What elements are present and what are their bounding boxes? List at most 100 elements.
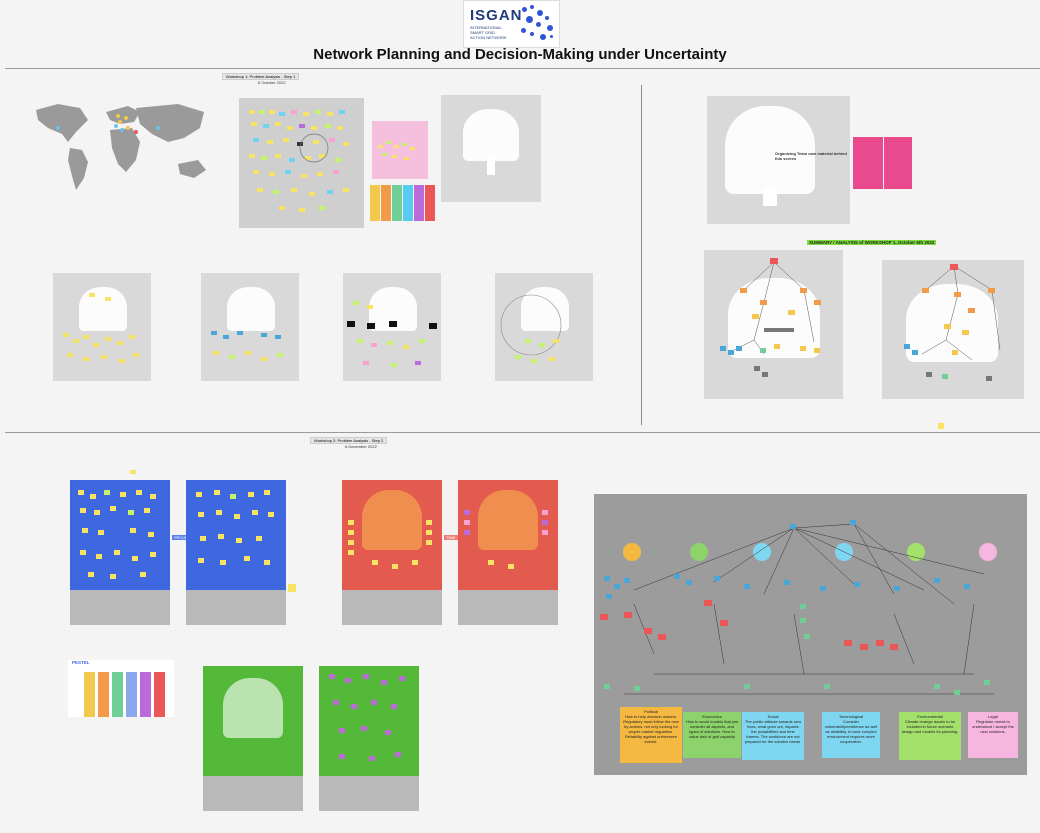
analysis-box-title: Economics — [702, 714, 722, 719]
logo-dot — [536, 22, 541, 27]
red-tag: TIME — [444, 535, 458, 540]
divider-top — [5, 68, 1040, 69]
red-board-2[interactable] — [458, 480, 558, 590]
tree-board-4-stickies — [500, 294, 562, 363]
logo-dot — [530, 32, 534, 36]
pestel-col-t — [403, 185, 413, 221]
pestel-card-col-l — [154, 672, 165, 717]
summary-board-1[interactable] — [704, 250, 843, 399]
pink-note-board[interactable] — [372, 121, 428, 179]
circle-social — [753, 543, 771, 561]
pestel-card-title: PESTEL — [72, 660, 90, 665]
pestel-col-l — [425, 185, 435, 221]
analysis-box-text: The public attitude towards new lines, w… — [744, 719, 802, 744]
pestel-card-col-s — [112, 672, 123, 717]
green-board-1-footer — [203, 776, 303, 811]
tree-trunk — [487, 155, 495, 175]
red-board-1-footer — [342, 590, 442, 625]
analysis-board[interactable]: Political How to help decision makers. R… — [594, 494, 1027, 775]
green-board-2-stickies — [329, 674, 405, 761]
pestel-col-s — [392, 185, 402, 221]
tree-shape — [223, 678, 283, 738]
magenta-note-2[interactable] — [884, 137, 912, 189]
workshop1-date: 6 October 2022 — [258, 80, 286, 85]
green-board-1[interactable] — [203, 666, 303, 776]
pestel-strip-w1[interactable] — [370, 185, 436, 221]
tree-shape — [725, 106, 815, 194]
circle-economic — [690, 543, 708, 561]
logo-dot — [530, 5, 534, 9]
summary-board-2[interactable] — [882, 260, 1024, 399]
pestel-card-col-e2 — [140, 672, 151, 717]
pestel-card-col-e — [98, 672, 109, 717]
loose-note[interactable] — [938, 423, 944, 429]
pestel-card[interactable]: PESTEL — [68, 660, 174, 717]
analysis-box-social[interactable]: Social The public attitude towards new l… — [742, 712, 804, 760]
analysis-box-text: How to avoid models that just consider a… — [685, 719, 739, 739]
analysis-box-technological[interactable]: Technological Consider vulnerability/res… — [822, 712, 880, 758]
logo-dot — [526, 16, 533, 23]
tree-board-1[interactable] — [53, 273, 151, 381]
tree-shape — [227, 287, 275, 331]
pink-note-stickies — [378, 141, 415, 160]
analysis-box-political[interactable]: Political How to help decision makers. R… — [620, 707, 682, 763]
green-board-2-footer — [319, 776, 419, 811]
blue-board-1-footer — [70, 590, 170, 625]
analysis-box-title: Social — [767, 714, 779, 719]
workshop1-title: Workshop 1: Problem Analysis - Step 1 — [222, 73, 300, 80]
logo-dot — [547, 25, 553, 31]
analysis-box-legal[interactable]: Legal Regulator needs to understand / ac… — [968, 712, 1018, 758]
circle-political — [623, 543, 641, 561]
analysis-network — [600, 520, 994, 695]
tree-board-3[interactable] — [343, 273, 441, 381]
red-board-2-stickies — [464, 510, 548, 569]
tree-trunk — [763, 188, 777, 206]
loose-note[interactable] — [288, 584, 296, 592]
logo-dot — [537, 10, 543, 16]
organizing-board[interactable]: Organizing Team own material behind this… — [707, 96, 850, 224]
logo-dot — [521, 28, 526, 33]
red-board-1[interactable] — [342, 480, 442, 590]
analysis-box-text: Consider vulnerability/resilience as wel… — [824, 719, 878, 744]
analysis-box-title: Technological — [838, 714, 864, 719]
divider-middle — [5, 432, 1040, 433]
analysis-box-title: Environmental — [917, 714, 943, 719]
blue-board-2[interactable] — [186, 480, 286, 590]
analysis-box-economics[interactable]: Economics How to avoid models that just … — [683, 712, 741, 758]
blue-board-1[interactable] — [70, 480, 170, 590]
tree-board-2-stickies — [211, 331, 283, 361]
tree-board-1-stickies — [63, 293, 139, 363]
workshop1-collage-board[interactable] — [239, 98, 364, 228]
blue-board-2-footer — [186, 590, 286, 625]
green-board-2[interactable] — [319, 666, 419, 776]
pestel-card-col-p — [84, 672, 95, 717]
tree-board-4[interactable] — [495, 273, 593, 381]
tree-board-2[interactable] — [201, 273, 299, 381]
pestel-col-e2 — [414, 185, 424, 221]
pestel-card-col-t — [126, 672, 137, 717]
analysis-box-environmental[interactable]: Environmental Climate change issues to b… — [899, 712, 961, 760]
circle-legal — [979, 543, 997, 561]
loose-note[interactable] — [130, 470, 136, 474]
collage-stickies — [249, 110, 349, 212]
tree-shape — [463, 109, 519, 161]
blue-board-2-stickies — [196, 490, 274, 565]
analysis-box-text: How to help decision makers. Regulatory … — [623, 714, 679, 744]
analysis-box-title: Legal — [988, 714, 998, 719]
magenta-note[interactable] — [853, 137, 883, 189]
logo-dot — [522, 7, 527, 12]
isgan-logo: ISGAN INTERNATIONAL SMART GRID ACTION NE… — [463, 0, 560, 48]
blue-tag: PROJECT — [172, 535, 195, 540]
world-map[interactable] — [28, 98, 214, 200]
analysis-box-text: Regulator needs to understand / accept t… — [972, 719, 1014, 734]
analysis-box-title: Political — [644, 709, 658, 714]
logo-dot — [540, 34, 546, 40]
summary-title: SUMMARY / ANALYSIS of WORKSHOP 1, Octobe… — [807, 240, 937, 245]
tree-board-top[interactable] — [441, 95, 541, 202]
workshop2-date: 6 December 2022 — [345, 444, 377, 449]
workshop2-title: Workshop 2: Problem Analysis - Step 2 — [310, 437, 388, 444]
logo-dot — [545, 16, 549, 20]
pestel-col-p — [370, 185, 380, 221]
divider-vertical — [641, 85, 642, 425]
tree-shape — [79, 287, 127, 331]
